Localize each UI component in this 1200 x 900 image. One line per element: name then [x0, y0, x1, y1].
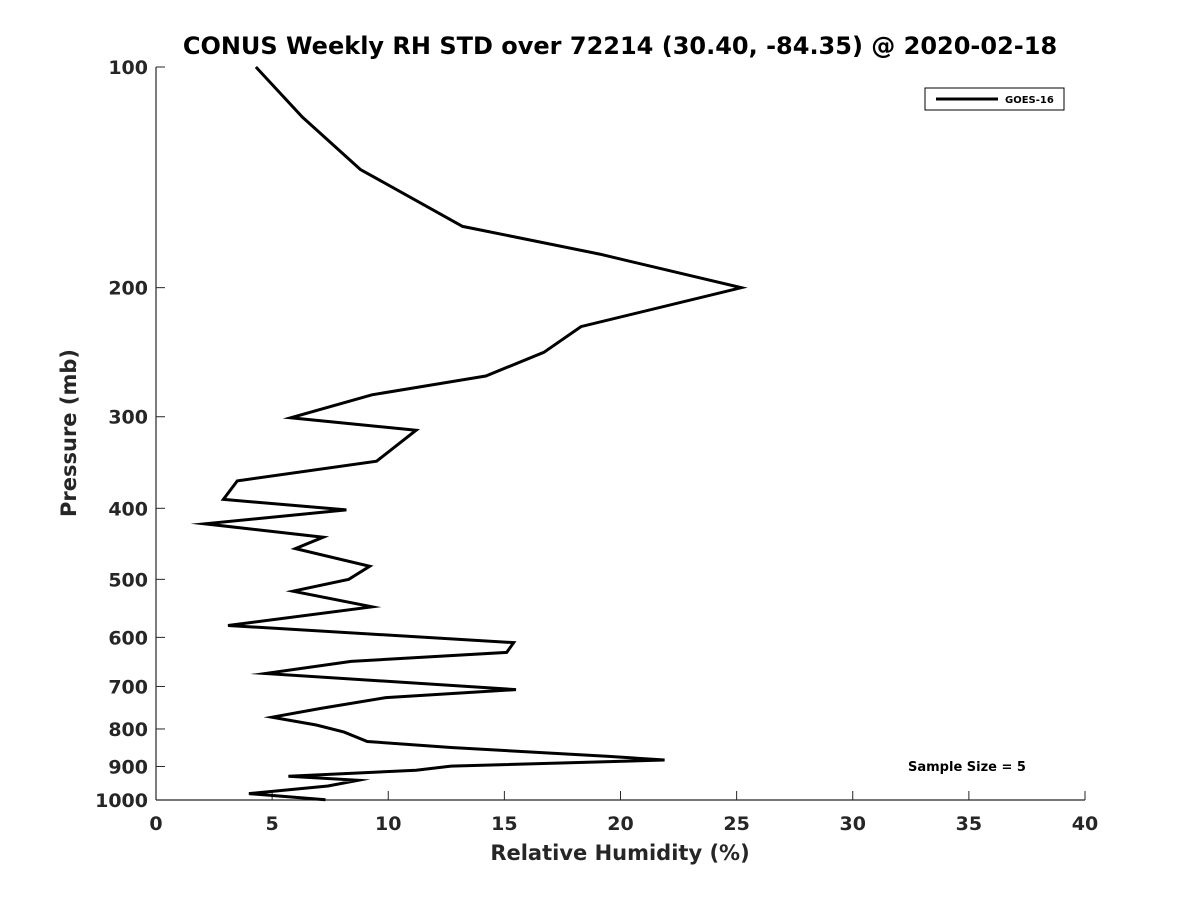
y-axis-label: Pressure (mb): [57, 349, 81, 517]
legend: GOES-16: [924, 87, 1065, 111]
chart-title: CONUS Weekly RH STD over 72214 (30.40, -…: [183, 32, 1057, 60]
y-tick-label: 1000: [95, 790, 148, 812]
y-tick-label: 100: [108, 57, 148, 79]
y-tick-label: 300: [108, 407, 148, 429]
plot-area: [156, 67, 1085, 800]
y-tick-label: 400: [108, 498, 148, 520]
x-tick-label: 15: [491, 813, 517, 835]
x-tick-label: 30: [840, 813, 866, 835]
y-axis-ticks: 100 200 300 400 500 600 700 800 900 1000: [95, 57, 165, 812]
x-tick-label: 20: [607, 813, 633, 835]
x-tick-label: 35: [956, 813, 982, 835]
x-axis-ticks: 0 5 10 15 20 25 30 35 40: [149, 791, 1098, 835]
x-axis-label: Relative Humidity (%): [490, 841, 749, 865]
y-tick-label: 700: [108, 676, 148, 698]
y-tick-label: 800: [108, 719, 148, 741]
series-layer: [190, 65, 748, 802]
y-tick-label: 900: [108, 756, 148, 778]
x-tick-label: 40: [1072, 813, 1098, 835]
series-line-goes-16: [190, 65, 748, 802]
x-tick-label: 10: [375, 813, 401, 835]
legend-entry-goes-16: GOES-16: [1005, 95, 1054, 106]
x-tick-label: 0: [149, 813, 162, 835]
y-tick-label: 200: [108, 278, 148, 300]
y-tick-label: 500: [108, 569, 148, 591]
y-tick-label: 600: [108, 627, 148, 649]
sample-size-annotation: Sample Size = 5: [908, 760, 1026, 775]
x-tick-label: 25: [723, 813, 749, 835]
x-tick-label: 5: [266, 813, 279, 835]
